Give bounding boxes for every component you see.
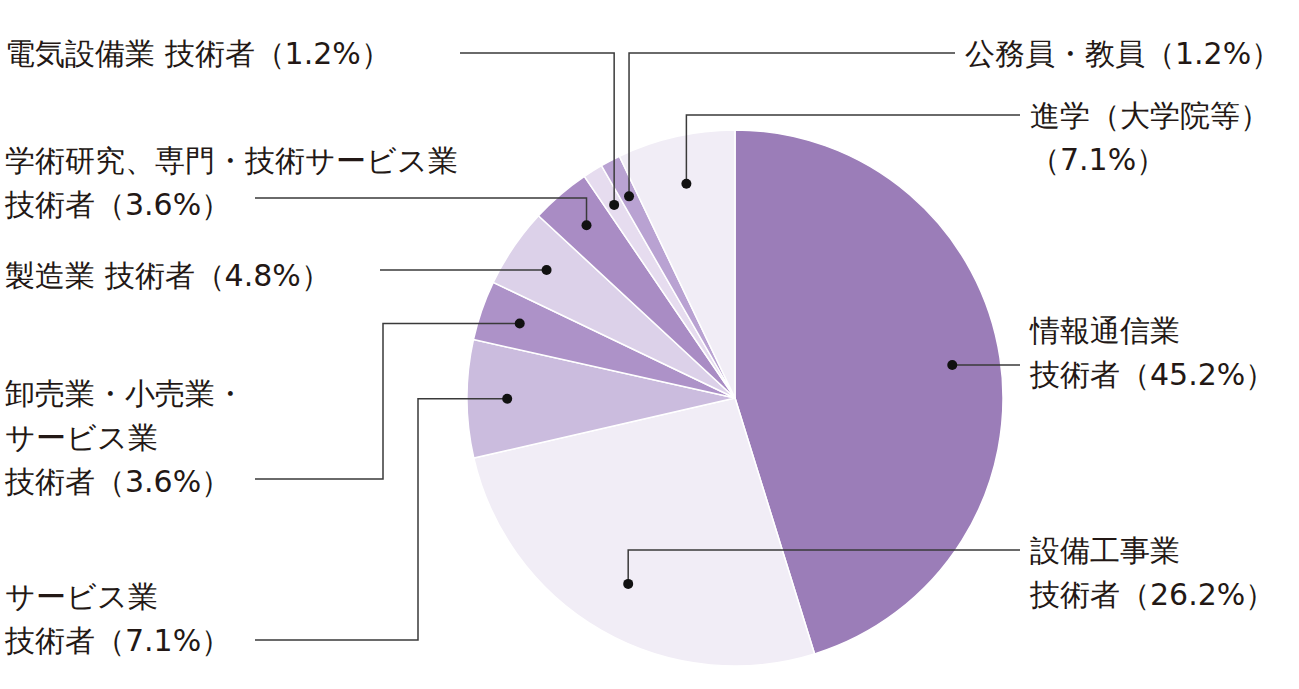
slice-label: サービス業	[5, 420, 158, 455]
category-label: 進学（大学院等）	[1030, 98, 1270, 133]
leader-line	[460, 53, 614, 205]
slice-label: 学術研究、専門・技術サービス業	[5, 143, 458, 178]
slice-label: 情報通信業	[1029, 313, 1180, 348]
category-label: 技術者	[1029, 357, 1120, 392]
value-label: （7.1%）	[1030, 142, 1166, 177]
leader-dot	[609, 200, 619, 210]
leader-line	[629, 53, 955, 196]
slice-label: 公務員・教員（1.2%）	[965, 36, 1281, 71]
value-label: （26.2%）	[1120, 577, 1275, 612]
slice-label: 製造業 技術者（4.8%）	[5, 258, 331, 293]
leader-dot	[515, 319, 525, 329]
value-label: （1.2%）	[1145, 36, 1281, 71]
slice-label: 技術者（45.2%）	[1029, 357, 1275, 392]
category-label: 公務員・教員	[965, 36, 1145, 71]
category-label: 技術者	[4, 623, 95, 658]
value-label: （7.1%）	[95, 623, 231, 658]
slice-label: サービス業	[5, 579, 158, 614]
slice-label: 卸売業・小売業・	[5, 376, 245, 411]
category-label: 設備工事業	[1030, 533, 1180, 568]
category-label: 情報通信業	[1029, 313, 1180, 348]
leader-dot	[947, 360, 957, 370]
leader-line	[255, 324, 520, 479]
slice-label: 技術者（3.6%）	[4, 464, 231, 499]
leader-line	[255, 198, 587, 225]
value-label: （1.2%）	[255, 36, 391, 71]
slice-label: 進学（大学院等）	[1030, 98, 1270, 133]
slice-label: 技術者（3.6%）	[4, 187, 231, 222]
chart: 情報通信業技術者（45.2%）設備工事業技術者（26.2%）サービス業技術者（7…	[0, 0, 1299, 689]
leader-line	[380, 269, 547, 271]
category-label: 技術者	[4, 187, 95, 222]
category-label: 技術者	[4, 464, 95, 499]
slice-label: 電気設備業 技術者（1.2%）	[5, 36, 391, 71]
category-label: 学術研究、専門・技術サービス業	[5, 143, 458, 178]
category-label: サービス業	[5, 420, 158, 455]
leader-dot	[623, 579, 633, 589]
slice-label: 設備工事業	[1030, 533, 1180, 568]
value-label: （4.8%）	[195, 258, 331, 293]
leader-line	[952, 364, 1020, 366]
pie-slice	[619, 130, 735, 398]
leader-dot	[624, 191, 634, 201]
category-label: 卸売業・小売業・	[5, 376, 245, 411]
slice-label: 技術者（26.2%）	[1029, 577, 1275, 612]
category-label: 電気設備業 技術者	[5, 36, 255, 71]
value-label: （3.6%）	[95, 464, 231, 499]
leader-dot	[502, 394, 512, 404]
leader-line	[255, 399, 507, 640]
leader-dot	[681, 179, 691, 189]
value-label: （3.6%）	[95, 187, 231, 222]
category-label: サービス業	[5, 579, 158, 614]
leader-dot	[542, 265, 552, 275]
annotations: 情報通信業技術者（45.2%）設備工事業技術者（26.2%）サービス業技術者（7…	[4, 36, 1281, 658]
pie	[467, 130, 1003, 666]
leader-line	[628, 550, 1020, 584]
value-label: （45.2%）	[1120, 357, 1275, 392]
slice-label: 技術者（7.1%）	[4, 623, 231, 658]
category-label: 製造業 技術者	[5, 258, 195, 293]
leader-line	[686, 115, 1020, 184]
leader-dot	[582, 220, 592, 230]
category-label: 技術者	[1029, 577, 1120, 612]
